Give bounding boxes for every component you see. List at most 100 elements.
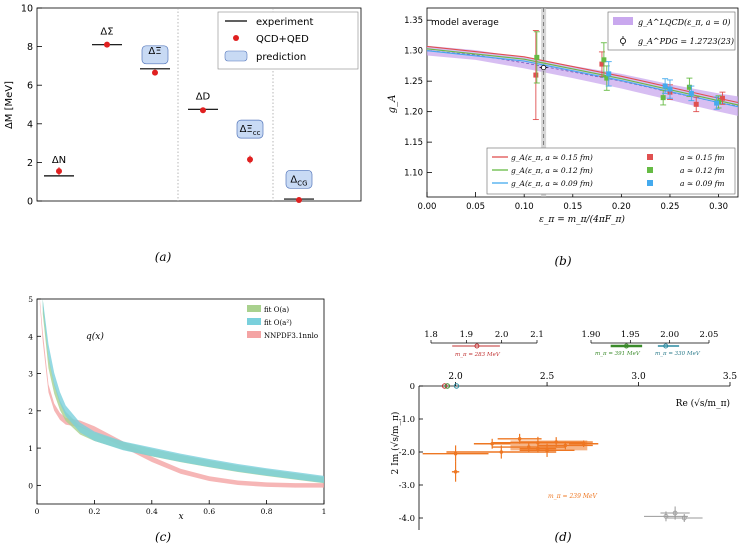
data-point	[533, 72, 539, 78]
x-tick-label: 0.05	[466, 202, 485, 212]
x-tick-label: 0.25	[661, 202, 680, 212]
legend-nnpdf-swatch	[247, 331, 261, 338]
data-point	[719, 95, 725, 101]
x-tick-label: 0	[35, 507, 40, 516]
panel-a: 0 2 4 6 8 10 ΔN ΔΣ ΔΞ ΔD ΔΞcc ΔCG ΔM [MeV] experim…	[4, 4, 362, 208]
data-point	[714, 100, 720, 106]
y-tick-label: 1.10	[404, 169, 423, 179]
x-tick-label: 0.4	[146, 507, 158, 516]
x-tick-label: 0.20	[612, 202, 631, 212]
inset1-point	[474, 343, 480, 349]
pdg-point	[541, 64, 547, 71]
panel-a-ylabel: ΔM [MeV]	[4, 81, 15, 129]
panel-a-legend: experiment QCD+QED prediction	[217, 11, 359, 70]
y-tick-label: -1.0	[399, 415, 415, 425]
panel-d-xlabel: Re (√s/m_π)	[676, 398, 730, 409]
legend-fit-a2-label: fit O(a²)	[264, 319, 292, 327]
legend-pt-012-swatch	[647, 167, 653, 173]
prediction-box-5	[285, 169, 313, 189]
fit-line-0	[426, 45, 739, 104]
y-tick-label: 0	[27, 197, 33, 208]
legend-pt-009-swatch	[647, 180, 653, 186]
x-tick-label: 0.2	[88, 507, 100, 516]
panel-b: 0.00 0.05 0.10 0.15 0.20 0.25 0.30 1.10 1.15 1.20…	[387, 7, 739, 225]
legend-pt-009-label: a ≃ 0.09 fm	[680, 179, 725, 188]
panel-c-marks	[39, 299, 325, 488]
inset1-tick-label: 1.8	[424, 330, 438, 340]
panel-a-caption: (a)	[155, 250, 172, 264]
legend-band-swatch	[613, 17, 633, 25]
y-tick-label: 0	[28, 481, 33, 490]
x-tick-label: 0.8	[261, 507, 273, 516]
panel-b-caption: (b)	[554, 254, 571, 268]
lqcd-band	[427, 45, 738, 116]
legend-qcd-label: QCD+QED	[256, 34, 309, 45]
data-point	[688, 90, 694, 96]
inset2-tick-label: 1.95	[621, 330, 640, 340]
prediction-box-4	[236, 119, 264, 139]
panel-d-inset-283: 1.8 1.9 2.0 2.1	[424, 330, 544, 349]
y-tick-label: 5	[28, 295, 33, 304]
y-tick-label: 1.15	[404, 138, 423, 148]
panel-d-inset-391-330: 1.90 1.95 2.00 2.05	[582, 330, 719, 349]
inset1-tick-label: 2.1	[530, 330, 544, 340]
prediction-box-2	[141, 45, 169, 65]
legend-fit-015-label: g_A(ε_π, a ≃ 0.15 fm)	[511, 153, 593, 162]
panel-c-legend: fit O(a) fit O(a²) NNPDF3.1nnlo	[247, 305, 318, 340]
orange-point	[453, 451, 458, 456]
x-tick-label: 0.6	[203, 507, 215, 516]
qcd-point-1	[104, 41, 110, 48]
x-tick-label: 0.00	[418, 202, 437, 212]
legend-pt-012-label: a ≃ 0.12 fm	[680, 166, 725, 175]
panel-b-legend-top: g_A^LQCD(ε_π, a = 0) g_A^PDG = 1.2723(23…	[607, 11, 736, 51]
data-point	[686, 84, 692, 90]
inset2-tick-label: 1.90	[582, 330, 601, 340]
axis-point-teal	[453, 383, 460, 389]
orange-point	[490, 441, 494, 446]
panel-d-main-label: m_π = 239 MeV	[548, 493, 598, 500]
x-tick-label: 2.5	[540, 372, 555, 382]
group-label-5: ΔCG	[290, 174, 307, 187]
panel-d-marks	[422, 383, 703, 522]
panel-d-inset2-label-391: m_π = 391 MeV	[595, 351, 641, 357]
y-tick-label: -4.0	[399, 514, 415, 524]
legend-nnpdf-label: NNPDF3.1nnlo	[264, 332, 318, 340]
legend-pdg-swatch	[620, 38, 627, 45]
qcd-point-5	[296, 197, 302, 204]
axis-point-red	[441, 383, 448, 389]
data-point	[693, 101, 699, 107]
gray-point	[681, 515, 687, 521]
panel-b-axis: 0.00 0.05 0.10 0.15 0.20 0.25 0.30 1.10 1.15 1.20…	[404, 16, 728, 212]
inset1-tick-label: 2.0	[495, 330, 509, 340]
panel-b-legend-bottom: g_A(ε_π, a ≃ 0.15 fm) g_A(ε_π, a ≃ 0.12 …	[486, 147, 736, 195]
data-point	[606, 71, 612, 77]
x-tick-label: 1	[322, 507, 327, 516]
orange-point	[517, 437, 522, 441]
qcd-point-2	[152, 69, 158, 76]
panel-c-xlabel: x	[178, 512, 183, 522]
y-tick-label: 4	[27, 119, 33, 130]
y-tick-label: 8	[27, 42, 33, 53]
group-label-2: ΔΞ	[148, 46, 161, 57]
legend-experiment-label: experiment	[256, 17, 314, 28]
inset2-tick-label: 2.05	[700, 330, 719, 340]
panel-c: 0 0.2 0.4 0.6 0.8 1 0 1 2 3 4 5 q(x) x fit O(a) fit…	[28, 295, 326, 522]
panel-b-ylabel: g_A	[387, 95, 398, 114]
legend-prediction-label: prediction	[256, 52, 306, 63]
panel-d-inset1-label: m_π = 283 MeV	[455, 352, 501, 358]
group-label-1: ΔΣ	[100, 27, 113, 38]
y-tick-label: 1.35	[404, 16, 423, 26]
panel-d-inset2-label-330: m_π = 330 MeV	[655, 351, 701, 357]
y-tick-label: 6	[27, 81, 33, 92]
panel-b-marks	[426, 8, 739, 197]
qcd-point-4	[247, 156, 253, 163]
legend-fit-a-swatch	[247, 305, 261, 312]
y-tick-label: 10	[21, 4, 33, 15]
panel-d: 1.8 1.9 2.0 2.1 1.90 1.95 2.00 2.05 2.0 2.5 3.0 3…	[390, 330, 737, 530]
axis-point-green	[444, 383, 451, 389]
y-tick-label: 1	[28, 444, 33, 453]
gray-point	[672, 510, 678, 516]
group-label-0: ΔN	[52, 155, 66, 166]
inset2-tick-label: 2.00	[660, 330, 679, 340]
panel-d-ylabel: 2 Im (√s/m_π)	[390, 412, 401, 475]
